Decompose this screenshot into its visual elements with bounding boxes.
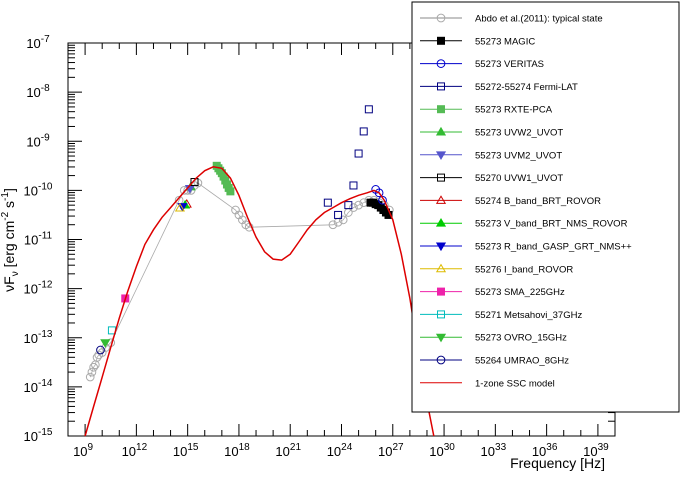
y-tick-label: 10-11 <box>24 231 53 248</box>
y-tick-label: 10-8 <box>26 83 50 100</box>
x-tick-exp: 33 <box>495 442 507 453</box>
x-tick-exp: 12 <box>136 442 148 453</box>
x-tick-exp: 21 <box>290 442 302 453</box>
y-title-part: [erg cm <box>1 221 17 272</box>
x-tick-exp: 39 <box>598 442 610 453</box>
data-point <box>227 188 234 195</box>
y-tick-label: 10-7 <box>26 34 50 51</box>
x-tick-label: 1021 <box>275 442 301 459</box>
data-point <box>324 199 331 206</box>
y-tick-exp: -12 <box>38 280 53 291</box>
y-tick-label: 10-10 <box>24 181 53 198</box>
y-tick-exp: -7 <box>41 34 50 45</box>
y-title-part: s <box>1 201 17 212</box>
legend-label: 55273 UVW2_UVOT <box>475 128 563 139</box>
y-axis-title: νFν [erg cm-2 s-1] <box>0 188 21 292</box>
y-title-part: νF <box>1 276 17 292</box>
legend-label: 55273 VERITAS <box>475 59 544 70</box>
y-tick-exp: -14 <box>38 378 53 389</box>
legend-marker <box>438 106 445 113</box>
data-point <box>97 346 105 354</box>
y-tick-base: 10 <box>26 85 40 100</box>
legend-label: 55274 B_band_BRT_ROVOR <box>475 196 601 207</box>
legend-label: 1-zone SSC model <box>475 378 555 389</box>
x-axis-title: Frequency [Hz] <box>510 455 605 471</box>
legend-marker <box>437 14 445 22</box>
y-tick-label: 10-13 <box>24 329 53 346</box>
series-15 <box>97 346 105 354</box>
y-tick-exp: -15 <box>38 427 53 438</box>
x-tick-base: 10 <box>327 444 341 459</box>
x-tick-exp: 30 <box>444 442 456 453</box>
legend-label: 55272-55274 Fermi-LAT <box>475 82 578 93</box>
legend-marker <box>438 288 445 295</box>
legend-label: 55273 OVRO_15GHz <box>475 333 567 344</box>
y-tick-base: 10 <box>26 134 40 149</box>
legend-label: 55270 UVW1_UVOT <box>475 173 563 184</box>
x-tick-base: 10 <box>378 444 392 459</box>
legend: Abdo et al.(2011): typical state 55273 MA… <box>412 2 679 412</box>
y-tick-base: 10 <box>24 282 38 297</box>
x-tick-exp: 24 <box>341 442 353 453</box>
x-tick-base: 10 <box>429 444 443 459</box>
data-point <box>339 216 347 224</box>
x-tick-exp: 18 <box>239 442 251 453</box>
y-tick-base: 10 <box>24 233 38 248</box>
data-point <box>92 361 100 369</box>
y-tick-base: 10 <box>24 429 38 444</box>
y-tick-label: 10-12 <box>24 280 53 297</box>
x-tick-label: 109 <box>73 442 93 459</box>
legend-label: 55273 R_band_GASP_GRT_NMS++ <box>475 242 632 253</box>
y-tick-label: 10-14 <box>24 378 53 395</box>
x-tick-label: 1018 <box>224 442 250 459</box>
y-tick-exp: -10 <box>38 181 53 192</box>
x-tick-label: 1027 <box>378 442 404 459</box>
legend-label: 55273 SMA_225GHz <box>475 287 565 298</box>
y-title-part: ] <box>1 188 17 192</box>
x-tick-exp: 15 <box>187 442 199 453</box>
y-tick-exp: -8 <box>41 83 50 94</box>
data-point <box>360 128 367 135</box>
y-tick-exp: -9 <box>41 132 50 143</box>
x-tick-label: 1024 <box>327 442 353 459</box>
y-tick-base: 10 <box>26 36 40 51</box>
data-point <box>355 150 362 157</box>
y-tick-exp: -13 <box>38 329 53 340</box>
x-tick-label: 1030 <box>429 442 455 459</box>
x-tick-exp: 36 <box>546 442 558 453</box>
legend-label: Abdo et al.(2011): typical state <box>475 14 603 25</box>
y-tick-base: 10 <box>24 331 38 346</box>
data-series <box>85 106 434 436</box>
y-tick-exp: -11 <box>38 231 52 242</box>
x-tick-label: 1015 <box>173 442 199 459</box>
legend-marker <box>438 37 445 44</box>
y-tick-base: 10 <box>24 183 38 198</box>
legend-label: 55271 Metsahovi_37GHz <box>475 310 582 321</box>
x-tick-label: 1033 <box>481 442 507 459</box>
legend-label: 55273 V_band_BRT_NMS_ROVOR <box>475 219 628 230</box>
data-point <box>365 106 372 113</box>
legend-label: 55276 I_band_ROVOR <box>475 264 573 275</box>
x-tick-base: 10 <box>275 444 289 459</box>
x-tick-base: 10 <box>122 444 136 459</box>
y-tick-base: 10 <box>24 380 38 395</box>
y-tick-label: 10-9 <box>26 132 50 149</box>
legend-marker <box>437 60 445 68</box>
x-tick-label: 1012 <box>122 442 148 459</box>
legend-label: 55264 UMRAO_8GHz <box>475 356 569 367</box>
legend-label: 55273 RXTE-PCA <box>475 105 553 116</box>
x-tick-base: 10 <box>73 444 87 459</box>
legend-label: 55273 MAGIC <box>475 36 535 47</box>
legend-marker <box>437 356 445 364</box>
legend-label: 55273 UVM2_UVOT <box>475 150 562 161</box>
x-tick-base: 10 <box>481 444 495 459</box>
x-tick-base: 10 <box>224 444 238 459</box>
x-tick-base: 10 <box>173 444 187 459</box>
data-point <box>350 182 357 189</box>
x-tick-exp: 9 <box>88 442 94 453</box>
x-tick-exp: 27 <box>392 442 404 453</box>
y-tick-label: 10-15 <box>24 427 53 444</box>
